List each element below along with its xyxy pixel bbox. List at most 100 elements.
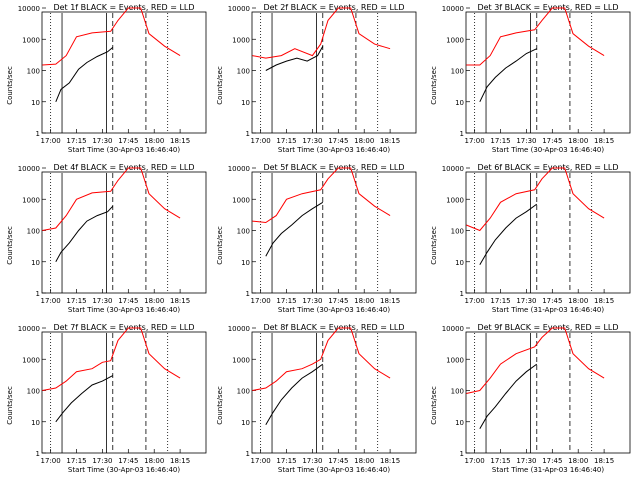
x-tick-label: 17:00 xyxy=(41,297,61,305)
x-axis-label: Start Time (31-Apr-03 16:46:40) xyxy=(492,306,604,314)
x-tick-label: 18:15 xyxy=(380,457,400,465)
y-axis-label: Counts/sec xyxy=(216,386,224,425)
x-tick-label: 17:30 xyxy=(516,297,536,305)
series-lld xyxy=(42,7,181,66)
plot-frame xyxy=(465,11,631,134)
y-tick-label: 1000 xyxy=(446,36,464,44)
x-tick-label: 17:45 xyxy=(118,297,138,305)
panel-title: Det 4f BLACK = Events, RED = LLD xyxy=(53,163,194,172)
y-tick-label: 10 xyxy=(455,99,464,107)
x-tick-label: 17:30 xyxy=(92,137,112,145)
y-tick-label: 1 xyxy=(246,450,250,458)
y-tick-label: 1000 xyxy=(22,356,40,364)
panel-det-4: Det 4f BLACK = Events, RED = LLD 1 10 100 10… xyxy=(6,163,207,314)
y-axis-label: Counts/sec xyxy=(216,66,224,105)
y-tick-label: 1 xyxy=(36,290,40,298)
series-lld xyxy=(252,7,391,59)
series-events xyxy=(265,201,324,257)
y-tick-label: 1000 xyxy=(232,356,250,364)
x-tick-label: 17:15 xyxy=(276,457,296,465)
y-tick-label: 100 xyxy=(237,68,250,76)
series-events xyxy=(265,363,324,426)
x-tick-label: 17:00 xyxy=(251,297,271,305)
y-tick-label: 100 xyxy=(237,388,250,396)
y-tick-label: 10 xyxy=(241,419,250,427)
y-tick-label: 10 xyxy=(455,419,464,427)
panel-det-3: Det 3f BLACK = Events, RED = LLD 1 10 100 10… xyxy=(430,3,631,154)
y-axis-label: Counts/sec xyxy=(430,386,438,425)
y-tick-label: 10 xyxy=(241,259,250,267)
x-tick-label: 17:00 xyxy=(41,457,61,465)
panel-det-9: Det 9f BLACK = Events, RED = LLD 1 10 100 10… xyxy=(430,323,631,474)
panel-det-2: Det 2f BLACK = Events, RED = LLD 1 10 100 10… xyxy=(216,3,417,154)
x-tick-label: 17:45 xyxy=(542,297,562,305)
x-tick-label: 18:15 xyxy=(170,457,190,465)
y-tick-label: 100 xyxy=(451,68,464,76)
series-lld xyxy=(252,167,391,224)
x-tick-label: 18:00 xyxy=(144,457,164,465)
y-tick-label: 1 xyxy=(246,130,250,138)
y-tick-label: 10 xyxy=(31,419,40,427)
x-tick-label: 17:45 xyxy=(328,137,348,145)
panel-det-6: Det 6f BLACK = Events, RED = LLD 1 10 100 10… xyxy=(430,163,631,314)
y-tick-label: 100 xyxy=(27,68,40,76)
series-lld xyxy=(466,167,605,232)
x-tick-label: 18:00 xyxy=(568,137,588,145)
x-axis-label: Start Time (30-Apr-03 16:46:40) xyxy=(492,146,604,154)
x-tick-label: 17:15 xyxy=(490,137,510,145)
y-axis-label: Counts/sec xyxy=(6,386,14,425)
panel-det-7: Det 7f BLACK = Events, RED = LLD 1 10 100 10… xyxy=(6,323,207,474)
x-tick-label: 17:15 xyxy=(66,297,86,305)
x-tick-label: 17:15 xyxy=(66,137,86,145)
x-tick-label: 17:45 xyxy=(542,457,562,465)
x-tick-label: 18:15 xyxy=(594,137,614,145)
y-tick-label: 1 xyxy=(460,450,464,458)
y-tick-label: 1 xyxy=(36,130,40,138)
panel-title: Det 2f BLACK = Events, RED = LLD xyxy=(263,3,404,12)
y-tick-label: 100 xyxy=(451,228,464,236)
y-tick-label: 10000 xyxy=(18,5,40,13)
y-axis-label: Counts/sec xyxy=(6,226,14,265)
y-tick-label: 10000 xyxy=(18,165,40,173)
plot-frame xyxy=(41,171,207,294)
y-axis-label: Counts/sec xyxy=(6,66,14,105)
x-tick-label: 18:15 xyxy=(170,137,190,145)
panel-title: Det 3f BLACK = Events, RED = LLD xyxy=(477,3,618,12)
y-tick-label: 100 xyxy=(451,388,464,396)
y-tick-label: 10000 xyxy=(228,165,250,173)
x-tick-label: 18:15 xyxy=(594,457,614,465)
y-tick-label: 1000 xyxy=(446,196,464,204)
x-tick-label: 17:45 xyxy=(542,137,562,145)
y-tick-label: 10 xyxy=(455,259,464,267)
x-tick-label: 17:15 xyxy=(276,137,296,145)
y-axis-label: Counts/sec xyxy=(216,226,224,265)
x-tick-label: 17:45 xyxy=(118,457,138,465)
panel-title: Det 6f BLACK = Events, RED = LLD xyxy=(477,163,618,172)
x-tick-label: 18:15 xyxy=(594,297,614,305)
panel-det-8: Det 8f BLACK = Events, RED = LLD 1 10 100 10… xyxy=(216,323,417,474)
x-tick-label: 17:15 xyxy=(490,457,510,465)
series-lld xyxy=(466,327,605,394)
y-tick-label: 1 xyxy=(36,450,40,458)
x-axis-label: Start Time (31-Apr-03 16:46:40) xyxy=(492,466,604,474)
series-lld xyxy=(42,167,181,231)
panel-title: Det 8f BLACK = Events, RED = LLD xyxy=(263,323,404,332)
x-axis-label: Start Time (30-Apr-03 16:46:40) xyxy=(278,146,390,154)
plot-frame xyxy=(465,171,631,294)
y-tick-label: 1000 xyxy=(446,356,464,364)
panel-title: Det 9f BLACK = Events, RED = LLD xyxy=(477,323,618,332)
panel-title: Det 7f BLACK = Events, RED = LLD xyxy=(53,323,194,332)
y-tick-label: 1 xyxy=(460,290,464,298)
y-axis-label: Counts/sec xyxy=(430,66,438,105)
panel-det-1: Det 1f BLACK = Events, RED = LLD 1 10 100 10… xyxy=(6,3,207,154)
y-tick-label: 100 xyxy=(27,388,40,396)
series-events xyxy=(479,363,538,429)
plot-frame xyxy=(251,331,417,454)
plot-frame xyxy=(41,331,207,454)
y-tick-label: 10000 xyxy=(442,325,464,333)
x-tick-label: 17:30 xyxy=(302,297,322,305)
y-tick-label: 100 xyxy=(237,228,250,236)
series-lld xyxy=(252,327,391,391)
x-axis-label: Start Time (30-Apr-03 16:46:40) xyxy=(68,466,180,474)
